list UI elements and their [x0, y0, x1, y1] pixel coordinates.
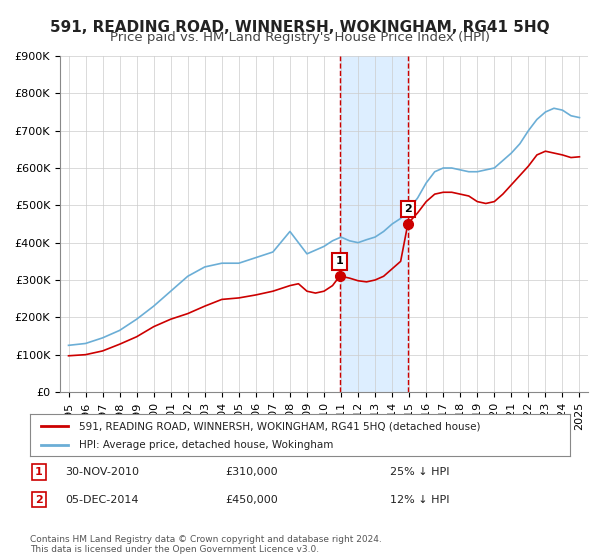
Text: £310,000: £310,000: [226, 467, 278, 477]
Bar: [340, 56, 408, 392]
Text: 12% ↓ HPI: 12% ↓ HPI: [390, 494, 450, 505]
Text: Price paid vs. HM Land Registry's House Price Index (HPI): Price paid vs. HM Land Registry's House …: [110, 31, 490, 44]
Text: HPI: Average price, detached house, Wokingham: HPI: Average price, detached house, Woki…: [79, 440, 333, 450]
Text: 591, READING ROAD, WINNERSH, WOKINGHAM, RG41 5HQ (detached house): 591, READING ROAD, WINNERSH, WOKINGHAM, …: [79, 421, 480, 431]
Text: 1: 1: [336, 256, 343, 267]
Text: 25% ↓ HPI: 25% ↓ HPI: [390, 467, 450, 477]
Text: 1: 1: [35, 467, 43, 477]
Text: 2: 2: [404, 204, 412, 214]
Text: 591, READING ROAD, WINNERSH, WOKINGHAM, RG41 5HQ: 591, READING ROAD, WINNERSH, WOKINGHAM, …: [50, 20, 550, 35]
Text: £450,000: £450,000: [226, 494, 278, 505]
Text: 2: 2: [35, 494, 43, 505]
Text: Contains HM Land Registry data © Crown copyright and database right 2024.
This d: Contains HM Land Registry data © Crown c…: [30, 535, 382, 554]
Text: 30-NOV-2010: 30-NOV-2010: [65, 467, 139, 477]
Text: 05-DEC-2014: 05-DEC-2014: [65, 494, 139, 505]
